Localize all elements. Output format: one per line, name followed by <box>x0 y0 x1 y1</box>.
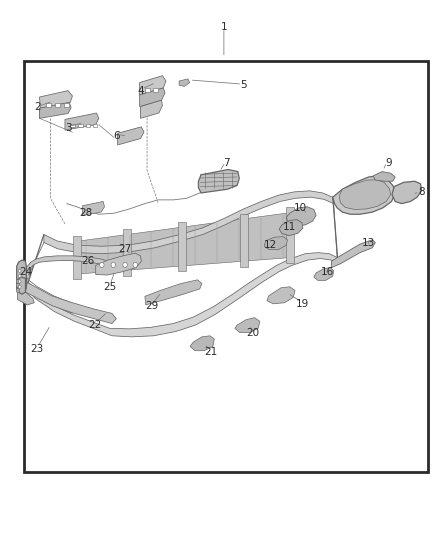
Text: 24: 24 <box>20 267 33 277</box>
Text: 23: 23 <box>31 344 44 354</box>
Text: 6: 6 <box>113 131 120 141</box>
Polygon shape <box>39 102 71 118</box>
Polygon shape <box>39 91 72 108</box>
Circle shape <box>18 274 21 278</box>
Text: 25: 25 <box>103 282 116 292</box>
Bar <box>86 124 90 127</box>
Polygon shape <box>286 207 315 226</box>
Polygon shape <box>77 213 289 274</box>
Polygon shape <box>178 222 186 271</box>
Text: 26: 26 <box>81 256 94 266</box>
Text: 5: 5 <box>240 80 247 90</box>
Polygon shape <box>17 260 26 292</box>
Text: 20: 20 <box>245 328 258 338</box>
Text: 12: 12 <box>263 240 276 250</box>
Polygon shape <box>391 181 420 204</box>
Polygon shape <box>25 282 116 324</box>
Text: 2: 2 <box>34 102 41 111</box>
Polygon shape <box>117 127 144 145</box>
Bar <box>152 88 158 92</box>
Polygon shape <box>140 100 162 118</box>
Circle shape <box>18 280 21 283</box>
Polygon shape <box>234 318 259 333</box>
Text: 1: 1 <box>220 22 227 31</box>
Circle shape <box>18 269 21 272</box>
Circle shape <box>123 262 127 268</box>
Text: 13: 13 <box>361 238 374 247</box>
Text: 9: 9 <box>384 158 391 167</box>
Bar <box>46 103 51 107</box>
Polygon shape <box>339 180 390 209</box>
Text: 7: 7 <box>222 158 229 167</box>
Polygon shape <box>25 256 116 278</box>
Polygon shape <box>279 220 302 236</box>
Text: 21: 21 <box>204 347 217 357</box>
Text: 28: 28 <box>79 208 92 218</box>
Polygon shape <box>331 240 374 268</box>
Polygon shape <box>73 236 81 279</box>
Polygon shape <box>266 287 294 304</box>
Polygon shape <box>198 169 239 193</box>
Bar <box>78 124 82 127</box>
Polygon shape <box>65 113 99 130</box>
Circle shape <box>133 262 137 268</box>
Bar <box>55 103 60 107</box>
Bar <box>70 124 74 127</box>
Bar <box>64 103 69 107</box>
Polygon shape <box>95 253 141 275</box>
Polygon shape <box>17 277 25 294</box>
Polygon shape <box>82 201 104 215</box>
Circle shape <box>111 262 115 268</box>
Polygon shape <box>44 191 333 254</box>
Polygon shape <box>179 79 189 86</box>
Polygon shape <box>123 229 131 276</box>
Text: 3: 3 <box>64 123 71 133</box>
Polygon shape <box>372 172 394 181</box>
Circle shape <box>99 262 104 268</box>
Bar <box>24 61 427 472</box>
Polygon shape <box>239 214 247 266</box>
Polygon shape <box>139 76 166 95</box>
Circle shape <box>18 285 21 288</box>
Text: 22: 22 <box>88 320 101 330</box>
Polygon shape <box>332 176 394 214</box>
Polygon shape <box>26 253 337 337</box>
Text: 11: 11 <box>283 222 296 231</box>
Text: 29: 29 <box>145 302 158 311</box>
Polygon shape <box>145 280 201 305</box>
Polygon shape <box>313 268 333 280</box>
Circle shape <box>16 283 20 287</box>
Text: 10: 10 <box>293 203 307 213</box>
Polygon shape <box>18 292 34 305</box>
Bar <box>145 88 150 92</box>
Polygon shape <box>190 336 214 351</box>
Circle shape <box>16 288 20 293</box>
Bar <box>93 124 97 127</box>
Polygon shape <box>139 88 165 107</box>
Circle shape <box>16 279 20 284</box>
Polygon shape <box>264 237 287 249</box>
Text: 19: 19 <box>296 299 309 309</box>
Text: 16: 16 <box>320 267 333 277</box>
Text: 8: 8 <box>417 187 424 197</box>
Text: 4: 4 <box>137 86 144 95</box>
Text: 27: 27 <box>118 245 131 254</box>
Polygon shape <box>285 207 293 263</box>
